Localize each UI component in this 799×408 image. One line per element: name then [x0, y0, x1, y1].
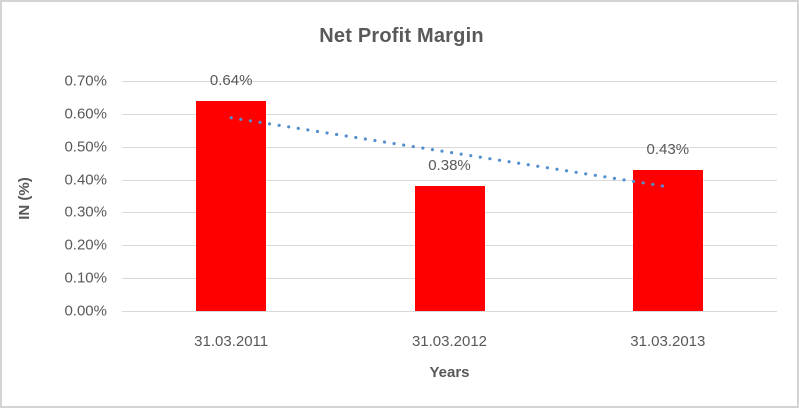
x-axis-tick-labels: 31.03.2011 31.03.2012 31.03.2013 [122, 333, 777, 351]
bar-value-label: 0.43% [646, 140, 690, 158]
y-tick-label: 0.60% [64, 105, 107, 123]
bar-31.03.2013 [632, 169, 703, 311]
x-axis-title: Years [429, 364, 470, 381]
bar-value-label: 0.38% [428, 157, 471, 175]
gridline [122, 113, 777, 115]
plot-area: 0.64% 0.38% 0.43% [122, 72, 777, 312]
trendline [229, 116, 670, 189]
bar-31.03.2011 [196, 100, 267, 311]
y-tick-label: 0.10% [64, 269, 107, 287]
chart-title: Net Profit Margin [319, 25, 484, 47]
x-tick-label: 31.03.2013 [630, 333, 706, 350]
y-tick-label: 0.00% [64, 302, 107, 320]
y-tick-label: 0.70% [64, 72, 107, 90]
gridline [122, 81, 777, 82]
y-tick-label: 0.40% [64, 171, 107, 189]
y-axis-tick-labels: 0.70% 0.60% 0.50% 0.40% 0.30% 0.20% 0.10% 0.00% [2, 73, 107, 320]
gridline [122, 311, 777, 312]
y-tick-label: 0.30% [64, 203, 107, 221]
x-tick-label: 31.03.2012 [411, 333, 488, 350]
gridline [122, 146, 777, 148]
bar-value-label: 0.64% [209, 71, 253, 89]
y-tick-label: 0.50% [64, 138, 107, 156]
y-tick-label: 0.20% [64, 236, 107, 254]
bar-31.03.2012 [414, 186, 485, 311]
gridline [122, 179, 777, 181]
x-tick-label: 31.03.2011 [194, 333, 269, 350]
